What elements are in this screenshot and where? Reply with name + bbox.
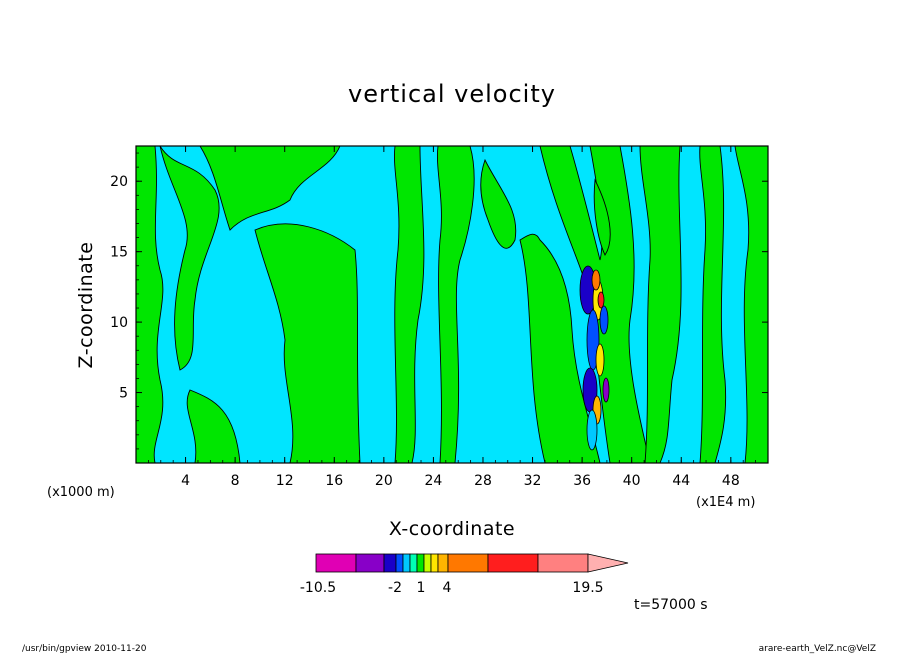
core-cell bbox=[586, 409, 598, 451]
footer-source: arare-earth_VelZ.nc@VelZ bbox=[759, 644, 876, 654]
convective-core bbox=[579, 265, 610, 451]
positive-band bbox=[136, 146, 164, 463]
x-tick-label: 16 bbox=[325, 473, 343, 489]
y-tick-label: 5 bbox=[119, 386, 128, 402]
colorbar-bin bbox=[423, 553, 432, 573]
y-tick-label: 20 bbox=[110, 174, 128, 190]
colorbar-label: 19.5 bbox=[572, 580, 603, 596]
colorbar-bin bbox=[395, 553, 404, 573]
x-tick-label: 40 bbox=[623, 473, 641, 489]
positive-band bbox=[480, 158, 517, 249]
colorbar-bin bbox=[416, 553, 425, 573]
y-axis-label: Z-coordinate bbox=[75, 242, 97, 369]
core-cell bbox=[602, 377, 610, 403]
colorbar-arrow bbox=[587, 553, 629, 573]
x-tick-label: 24 bbox=[424, 473, 442, 489]
colorbar-bin bbox=[487, 553, 539, 573]
colorbar-label: -10.5 bbox=[300, 580, 336, 596]
x-tick-label: 36 bbox=[573, 473, 591, 489]
positive-band bbox=[519, 233, 601, 463]
colorbar-bin bbox=[537, 553, 589, 573]
colorbar-label: 1 bbox=[417, 580, 426, 596]
y-axis-ticks: 5 10 15 20 bbox=[110, 152, 768, 450]
colorbar-label: 4 bbox=[443, 580, 452, 596]
positive-band bbox=[734, 146, 768, 463]
colorbar-bin bbox=[409, 553, 418, 573]
colorbar-bin bbox=[355, 553, 385, 573]
colorbar-label: -2 bbox=[388, 580, 402, 596]
y-tick-label: 15 bbox=[110, 245, 128, 261]
x-tick-label: 12 bbox=[276, 473, 294, 489]
positive-band bbox=[199, 146, 341, 231]
core-cell bbox=[599, 305, 609, 335]
core-cell bbox=[595, 343, 605, 377]
time-label: t=57000 s bbox=[634, 597, 708, 613]
positive-band bbox=[186, 389, 241, 463]
contour-field bbox=[136, 146, 768, 463]
x-tick-label: 20 bbox=[375, 473, 393, 489]
plot-frame bbox=[135, 145, 769, 464]
positive-band bbox=[159, 146, 220, 371]
colorbar-bin bbox=[315, 553, 357, 573]
y-unit-label: (x1000 m) bbox=[47, 485, 115, 500]
colorbar-bin bbox=[430, 553, 439, 573]
positive-band bbox=[639, 146, 682, 463]
footer-program: /usr/bin/gpview 2010-11-20 bbox=[22, 644, 147, 654]
y-tick-label: 10 bbox=[110, 315, 128, 331]
core-cell bbox=[597, 291, 605, 309]
x-unit-label: (x1E4 m) bbox=[696, 495, 755, 510]
x-tick-label: 32 bbox=[524, 473, 542, 489]
colorbar-labels: -10.5 -2 1 4 19.5 bbox=[300, 580, 604, 596]
x-tick-label: 8 bbox=[231, 473, 240, 489]
x-tick-label: 4 bbox=[181, 473, 190, 489]
x-axis-label: X-coordinate bbox=[389, 518, 515, 540]
positive-band bbox=[699, 146, 727, 463]
colorbar-bin bbox=[383, 553, 397, 573]
core-cell bbox=[591, 269, 601, 291]
x-tick-label: 28 bbox=[474, 473, 492, 489]
x-tick-label: 44 bbox=[672, 473, 690, 489]
x-axis-ticks: 4 8 12 16 20 24 28 32 36 40 44 48 bbox=[147, 146, 757, 489]
colorbar bbox=[315, 553, 629, 573]
positive-band bbox=[593, 178, 611, 256]
colorbar-bin bbox=[402, 553, 411, 573]
x-tick-label: 48 bbox=[722, 473, 740, 489]
colorbar-bin bbox=[437, 553, 449, 573]
colorbar-bin bbox=[447, 553, 489, 573]
chart-title: vertical velocity bbox=[348, 80, 556, 108]
